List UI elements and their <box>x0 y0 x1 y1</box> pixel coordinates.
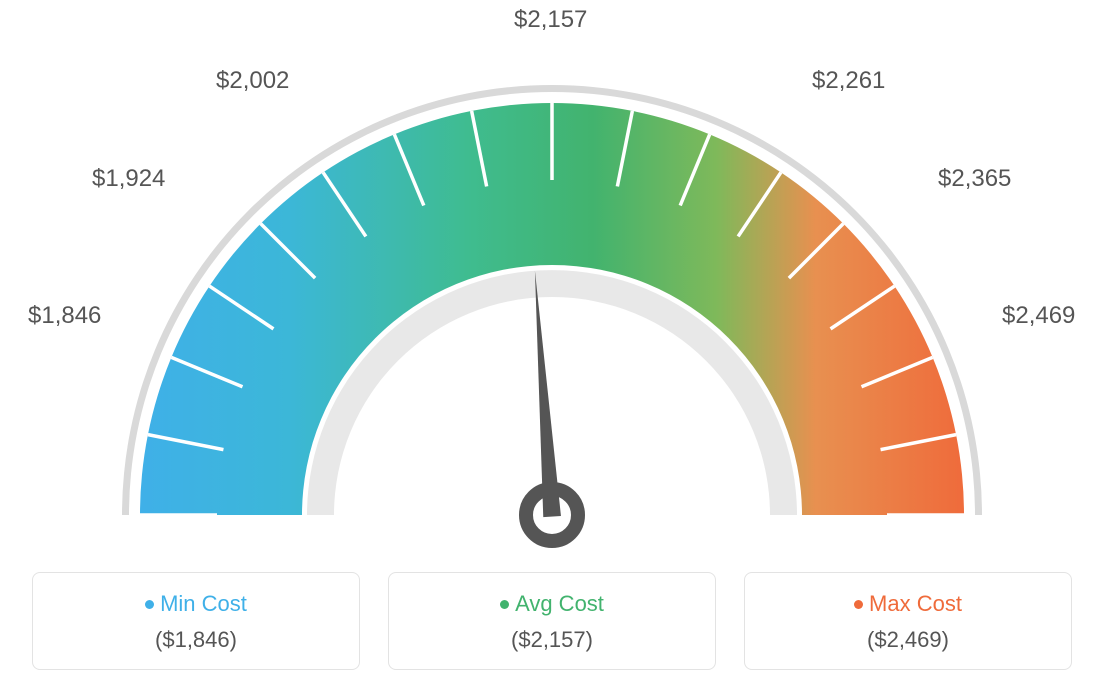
legend-title-max: Max Cost <box>854 591 962 617</box>
legend-title-text: Min Cost <box>160 591 247 617</box>
gauge-tick-label: $1,924 <box>92 165 165 193</box>
legend-value-avg: ($2,157) <box>399 627 705 653</box>
gauge-tick-label: $2,261 <box>812 67 885 95</box>
legend-value-max: ($2,469) <box>755 627 1061 653</box>
gauge-tick-label: $2,002 <box>216 67 289 95</box>
legend-title-min: Min Cost <box>145 591 247 617</box>
legend-title-text: Max Cost <box>869 591 962 617</box>
legend-row: Min Cost ($1,846) Avg Cost ($2,157) Max … <box>0 572 1104 670</box>
gauge-tick-label: $2,469 <box>1002 302 1075 330</box>
legend-title-text: Avg Cost <box>515 591 604 617</box>
legend-title-avg: Avg Cost <box>500 591 604 617</box>
legend-value-min: ($1,846) <box>43 627 349 653</box>
dot-icon <box>854 600 863 609</box>
chart-container: $1,846 $1,924 $2,002 $2,157 $2,261 $2,365 $2,4… <box>0 0 1104 690</box>
gauge-tick-label: $2,365 <box>938 165 1011 193</box>
dot-icon <box>500 600 509 609</box>
gauge-tick-label: $1,846 <box>28 302 101 330</box>
legend-card-min: Min Cost ($1,846) <box>32 572 360 670</box>
gauge-tick-label: $2,157 <box>514 6 587 34</box>
gauge-svg <box>0 20 1104 580</box>
legend-card-avg: Avg Cost ($2,157) <box>388 572 716 670</box>
dot-icon <box>145 600 154 609</box>
legend-card-max: Max Cost ($2,469) <box>744 572 1072 670</box>
gauge-chart: $1,846 $1,924 $2,002 $2,157 $2,261 $2,365 $2,4… <box>0 0 1104 560</box>
